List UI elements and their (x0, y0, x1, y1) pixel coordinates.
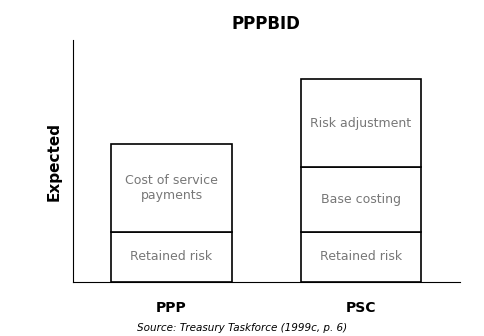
Text: PSC: PSC (346, 301, 376, 315)
Bar (301, 232, 421, 282)
Text: Retained risk: Retained risk (131, 250, 212, 263)
Title: PPPBID: PPPBID (232, 15, 301, 33)
Y-axis label: Expected: Expected (46, 122, 61, 201)
Bar (111, 232, 232, 282)
Bar (301, 80, 421, 167)
Bar (301, 167, 421, 232)
Text: Source: Treasury Taskforce (1999c, p. 6): Source: Treasury Taskforce (1999c, p. 6) (137, 323, 347, 333)
Bar (111, 144, 232, 232)
Text: Base costing: Base costing (321, 193, 401, 206)
Text: Retained risk: Retained risk (320, 250, 402, 263)
Text: PPP: PPP (156, 301, 187, 315)
Text: Cost of service
payments: Cost of service payments (125, 174, 218, 202)
Text: Risk adjustment: Risk adjustment (310, 117, 411, 130)
